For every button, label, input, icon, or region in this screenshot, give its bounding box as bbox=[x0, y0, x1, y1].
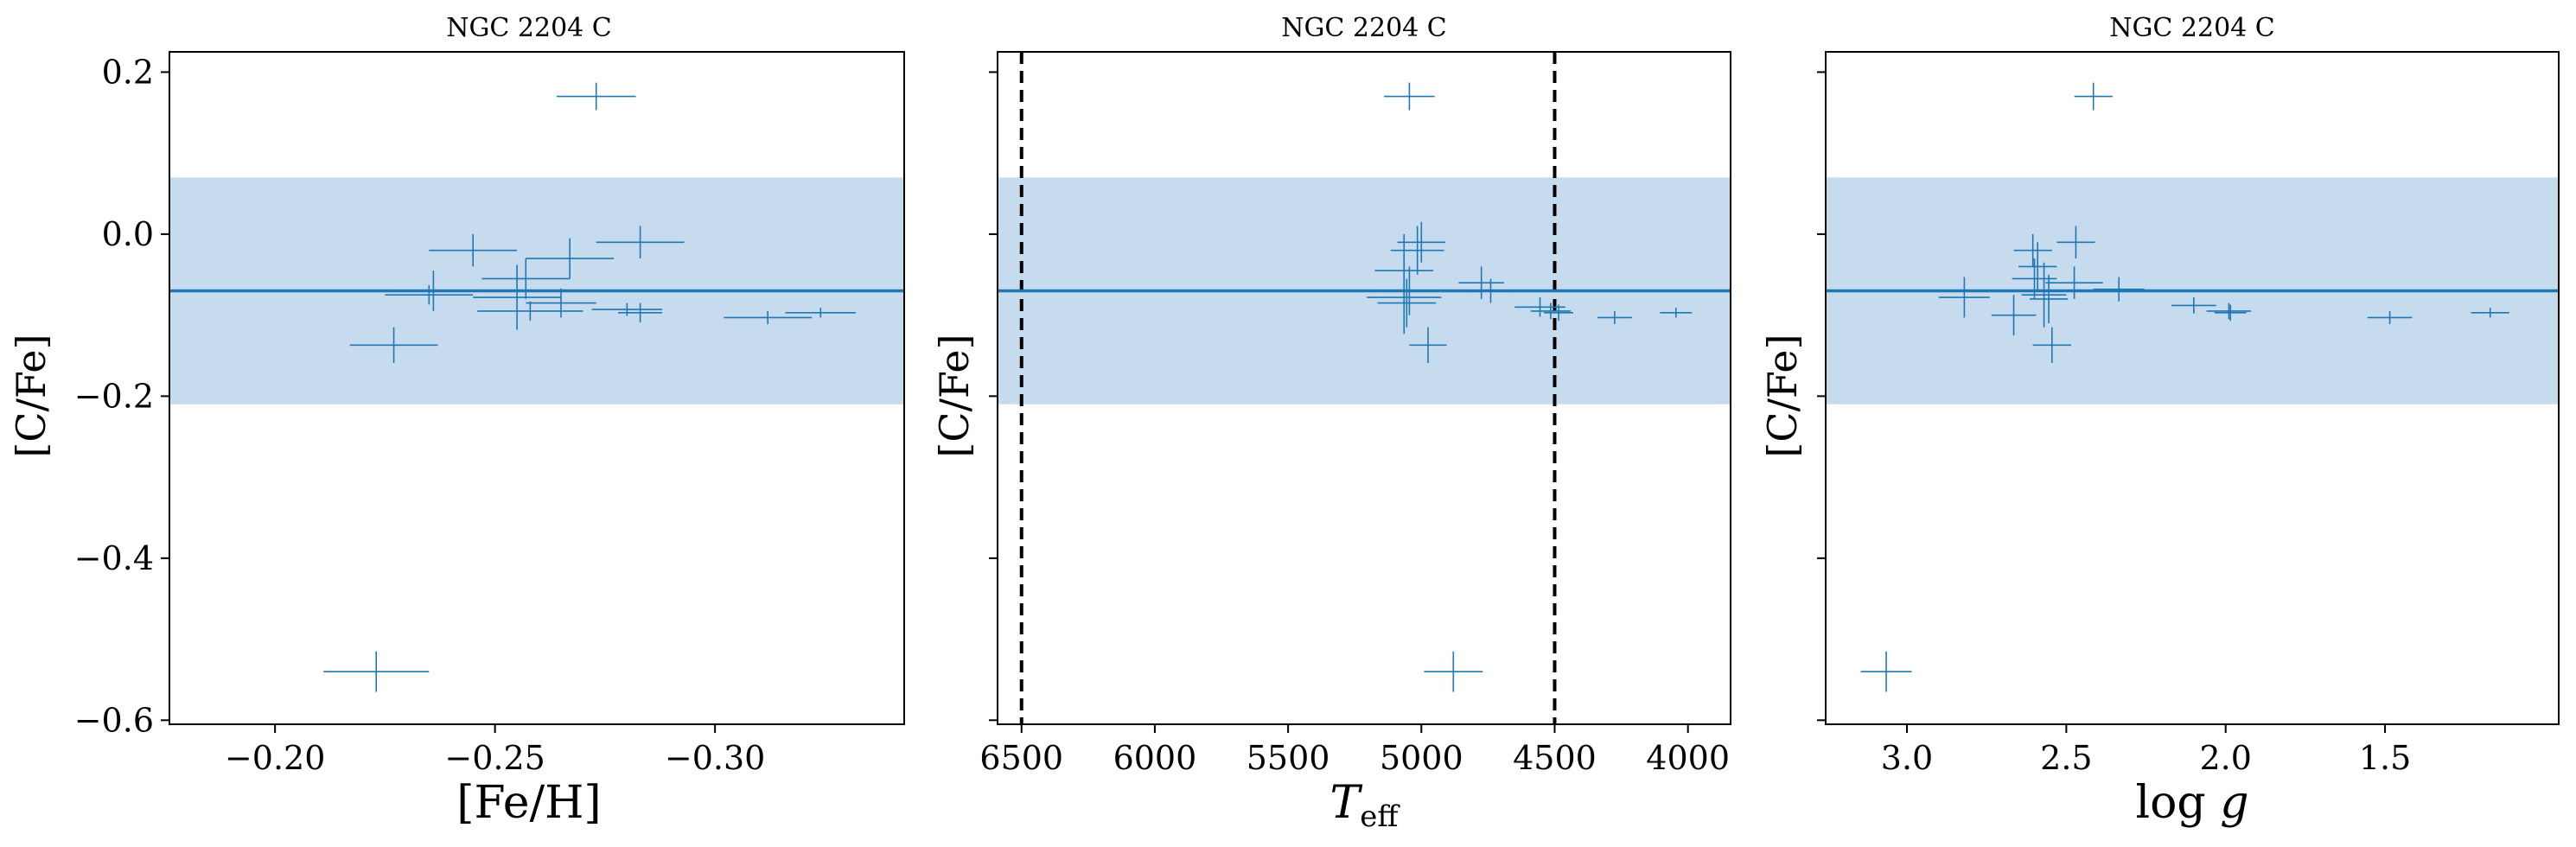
data-point bbox=[1367, 260, 1442, 334]
data-point bbox=[2171, 297, 2216, 314]
y-tick-label: 0.2 bbox=[102, 53, 154, 91]
y-tick-label: −0.4 bbox=[74, 539, 154, 577]
data-point bbox=[2093, 277, 2145, 302]
data-point bbox=[429, 233, 518, 267]
data-point bbox=[389, 271, 478, 311]
plot-frame bbox=[1825, 51, 2560, 725]
data-point bbox=[1597, 310, 1632, 324]
data-point bbox=[526, 238, 615, 279]
data-point bbox=[1544, 304, 1574, 322]
data-point bbox=[618, 302, 663, 323]
y-axis-label: [C/Fe] bbox=[8, 334, 54, 457]
x-tick-label: 6500 bbox=[979, 739, 1063, 777]
data-point bbox=[349, 327, 438, 363]
data-point bbox=[1938, 277, 1990, 318]
plot-area: 0.2 0.0 −0.2 −0.4 −0.6 −0.20 −0.25 −0.30 bbox=[74, 51, 905, 777]
plot-frame bbox=[169, 51, 905, 725]
data-point bbox=[596, 226, 685, 259]
data-point bbox=[1514, 297, 1565, 317]
x-axis-label: log g bbox=[2135, 777, 2248, 829]
data-point bbox=[724, 310, 813, 324]
x-tick-label: 5500 bbox=[1247, 739, 1330, 777]
x-tick-label: 2.0 bbox=[2199, 739, 2251, 777]
data-point bbox=[1469, 278, 1513, 303]
data-point bbox=[1380, 266, 1439, 315]
data-point bbox=[2032, 327, 2071, 363]
data-point bbox=[2367, 310, 2413, 324]
plot-area: 3.0 2.5 2.0 1.5 bbox=[1817, 51, 2560, 777]
data-point bbox=[2018, 242, 2057, 291]
data-point bbox=[2214, 304, 2247, 322]
data-point bbox=[2056, 226, 2095, 259]
y-tick-label: 0.0 bbox=[102, 215, 154, 253]
data-point bbox=[385, 284, 474, 305]
data-point bbox=[556, 82, 636, 111]
data-point bbox=[1424, 651, 1483, 692]
x-tick-label: 4000 bbox=[1646, 739, 1730, 777]
x-axis-label: [Fe/H] bbox=[456, 777, 601, 829]
data-point bbox=[2021, 262, 2067, 328]
panel-feh: NGC 2204 C [C/Fe] [Fe/H] 0.2 0.0 −0.2 −0.4 −… bbox=[8, 13, 905, 829]
panel-title: NGC 2204 C bbox=[2109, 13, 2275, 43]
panel-logg: NGC 2204 C [C/Fe] log g 3.0 2.5 2.0 1.5 bbox=[1759, 13, 2560, 829]
data-point bbox=[2471, 308, 2509, 318]
plot-area: 6500 6000 5500 5000 4500 4000 bbox=[979, 51, 1731, 777]
data-point bbox=[1991, 295, 2037, 336]
x-axis-label-subscript: eff bbox=[1360, 799, 1400, 834]
data-point bbox=[2013, 233, 2052, 267]
data-point bbox=[1860, 651, 1912, 692]
plot-frame bbox=[997, 51, 1731, 725]
y-tick-label: −0.2 bbox=[74, 377, 154, 415]
x-tick-label: −0.20 bbox=[225, 739, 325, 777]
data-point bbox=[323, 651, 430, 692]
data-point bbox=[1377, 278, 1437, 328]
panel-teff: NGC 2204 C [C/Fe] Teff 6500 6000 5500 5000 4… bbox=[931, 13, 1731, 834]
data-point bbox=[2045, 266, 2103, 299]
data-point bbox=[2029, 274, 2069, 324]
x-tick-label: 1.5 bbox=[2359, 739, 2411, 777]
data-point bbox=[1409, 327, 1447, 363]
panel-title: NGC 2204 C bbox=[446, 13, 612, 43]
data-point bbox=[2074, 82, 2113, 111]
y-axis-label: [C/Fe] bbox=[1759, 334, 1806, 457]
x-tick-label: 5000 bbox=[1380, 739, 1463, 777]
x-tick-label: 3.0 bbox=[1881, 739, 1933, 777]
data-point bbox=[1458, 266, 1504, 299]
panel-title: NGC 2204 C bbox=[1281, 13, 1447, 43]
data-point bbox=[526, 288, 596, 318]
data-point bbox=[473, 264, 561, 330]
data-point bbox=[1384, 82, 1435, 111]
data-point bbox=[1530, 302, 1571, 320]
x-tick-label: 2.5 bbox=[2040, 739, 2092, 777]
x-tick-label: 4500 bbox=[1513, 739, 1597, 777]
data-point bbox=[481, 258, 571, 299]
data-point bbox=[785, 308, 857, 318]
x-tick-label: −0.30 bbox=[665, 739, 765, 777]
data-point bbox=[1660, 308, 1693, 318]
data-point bbox=[591, 302, 663, 316]
x-axis-label: Teff bbox=[1330, 777, 1401, 834]
y-tick-label: −0.6 bbox=[74, 701, 154, 739]
data-point bbox=[2206, 302, 2252, 320]
data-point bbox=[477, 301, 583, 322]
y-axis-label: [C/Fe] bbox=[931, 334, 978, 457]
data-point bbox=[1390, 226, 1444, 275]
x-tick-label: −0.25 bbox=[444, 739, 545, 777]
x-tick-label: 6000 bbox=[1113, 739, 1197, 777]
data-point bbox=[1397, 221, 1446, 263]
